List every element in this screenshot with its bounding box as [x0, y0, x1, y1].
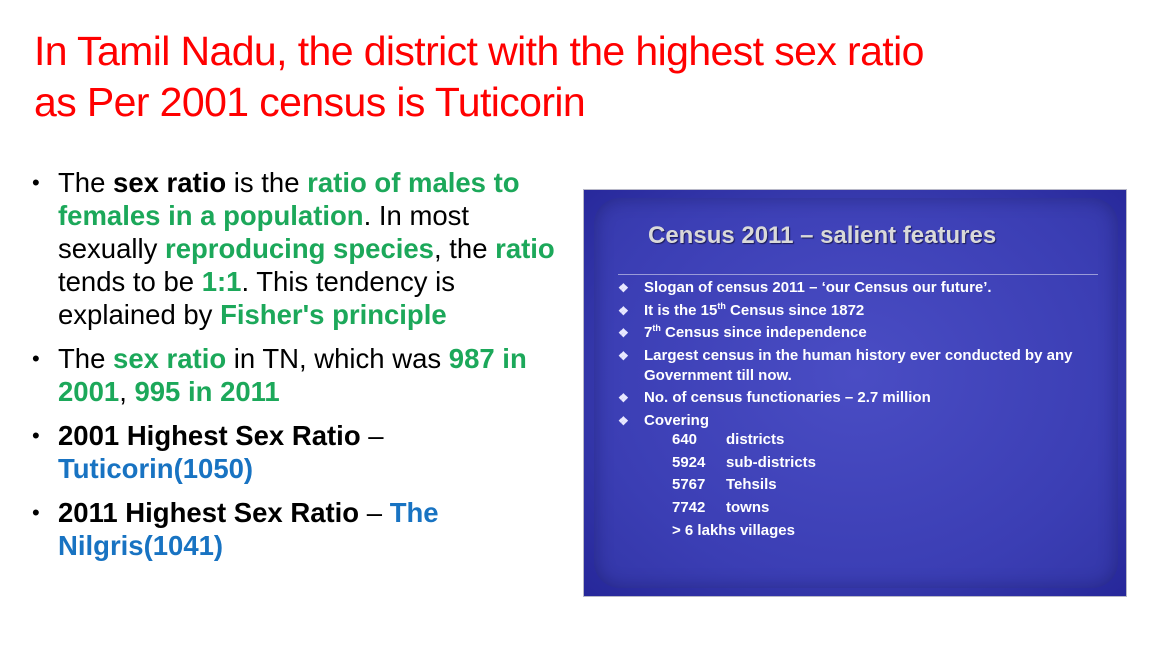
census-slide-image: Census 2011 – salient features ❖ Slogan o… [583, 189, 1127, 597]
bullet-dot: • [32, 170, 40, 195]
superscript: th [652, 323, 661, 333]
feature-text: 7 [644, 324, 653, 341]
bullet-dot: • [32, 500, 40, 525]
green-highlight: reproducing species [165, 233, 434, 264]
text: The [58, 343, 114, 374]
bold-term: sex ratio [113, 167, 227, 198]
text: – [360, 420, 384, 451]
covering-list: 640 districts 5924 sub-districts 5767 Tehsi… [672, 429, 816, 543]
bullet-tn-sex-ratio: • The sex ratio in TN, which was 987 in … [30, 342, 560, 408]
feature-text: Census since independence [660, 324, 867, 341]
text: , the [433, 233, 496, 264]
covering-row: 640 districts [672, 429, 816, 452]
diamond-bullet-icon: ❖ [618, 391, 629, 405]
covering-label: towns [726, 499, 770, 517]
feature-text: Census since 1872 [725, 301, 865, 319]
green-highlight: 995 in 2011 [134, 376, 280, 407]
green-highlight: ratio of males to females in a populatio… [58, 167, 520, 231]
feature-text: It is the 15 [644, 301, 718, 319]
covering-label: districts [726, 431, 785, 448]
covering-count: 7742 [672, 499, 706, 517]
text: , [119, 376, 135, 407]
slide-panel [594, 198, 1118, 588]
feature-text: Largest census in the human history ever… [644, 346, 1073, 384]
diamond-bullet-icon: ❖ [618, 326, 629, 340]
title-line-1: In Tamil Nadu, the district with the hig… [34, 28, 924, 74]
feature-item: ❖ 7th Census since independence [616, 323, 1084, 343]
green-highlight: Fisher's principle [220, 299, 447, 330]
text: . In most sexually [58, 200, 470, 264]
feature-text: Covering [644, 411, 710, 429]
text: in TN, which was [226, 343, 449, 374]
bullet-sex-ratio-definition: • The sex ratio is the ratio of males to… [30, 166, 560, 331]
covering-row: 5924 sub-districts [672, 452, 816, 475]
covering-label: Tehsils [726, 476, 777, 494]
covering-count: 640 [672, 431, 698, 448]
feature-text: No. of census functionaries – 2.7 millio… [644, 389, 931, 406]
diamond-bullet-icon: ❖ [618, 281, 629, 295]
text: is the [226, 167, 308, 198]
diamond-bullet-icon: ❖ [618, 348, 629, 363]
bold-term: 2001 Highest Sex Ratio [58, 420, 361, 451]
covering-row: 7742 towns [672, 497, 816, 520]
green-highlight: 987 in 2001 [58, 343, 527, 407]
bullet-2001-highest: • 2001 Highest Sex Ratio – Tuticorin(105… [30, 419, 560, 485]
census-slide-title: Census 2011 – salient features [648, 222, 997, 249]
covering-row: > 6 lakhs villages [672, 520, 816, 543]
green-highlight: sex ratio [113, 343, 227, 374]
blue-highlight: Tuticorin(1050) [58, 453, 254, 484]
covering-count: 5924 [672, 453, 706, 471]
diamond-bullet-icon: ❖ [618, 413, 629, 428]
divider [618, 274, 1098, 275]
superscript: th [717, 300, 726, 311]
covering-row: 5767 Tehsils [672, 474, 816, 497]
green-highlight: 1:1 [201, 266, 242, 297]
diamond-bullet-icon: ❖ [618, 303, 629, 318]
feature-item: ❖ Largest census in the human history eve… [616, 346, 1084, 386]
covering-label: sub-districts [726, 453, 817, 471]
feature-item: ❖ Covering [616, 411, 1084, 431]
bullet-dot: • [32, 423, 40, 448]
bold-term: 2011 Highest Sex Ratio [58, 497, 360, 528]
slide-title: In Tamil Nadu, the district with the hig… [34, 26, 1144, 128]
feature-item: ❖ Slogan of census 2011 – ‘our Census our… [616, 278, 1084, 298]
bullet-dot: • [32, 346, 40, 371]
covering-count: 5767 [672, 476, 706, 494]
text: tends to be [58, 266, 202, 297]
green-highlight: ratio [495, 233, 555, 264]
bullet-list: • The sex ratio is the ratio of males to… [30, 166, 560, 573]
text: – [359, 497, 390, 528]
bullet-2011-highest: • 2011 Highest Sex Ratio – The Nilgris(1… [30, 496, 560, 562]
covering-villages: > 6 lakhs villages [672, 521, 795, 539]
feature-item: ❖ It is the 15th Census since 1872 [616, 301, 1084, 321]
feature-text: Slogan of census 2011 – ‘our Census our … [644, 279, 992, 296]
feature-item: ❖ No. of census functionaries – 2.7 milli… [616, 388, 1084, 408]
text: The [58, 167, 114, 198]
text: . This tendency is explained by [58, 266, 455, 330]
census-feature-list: ❖ Slogan of census 2011 – ‘our Census our… [616, 278, 1084, 433]
blue-highlight: The Nilgris(1041) [58, 497, 439, 561]
title-line-2: as Per 2001 census is Tuticorin [34, 79, 586, 125]
